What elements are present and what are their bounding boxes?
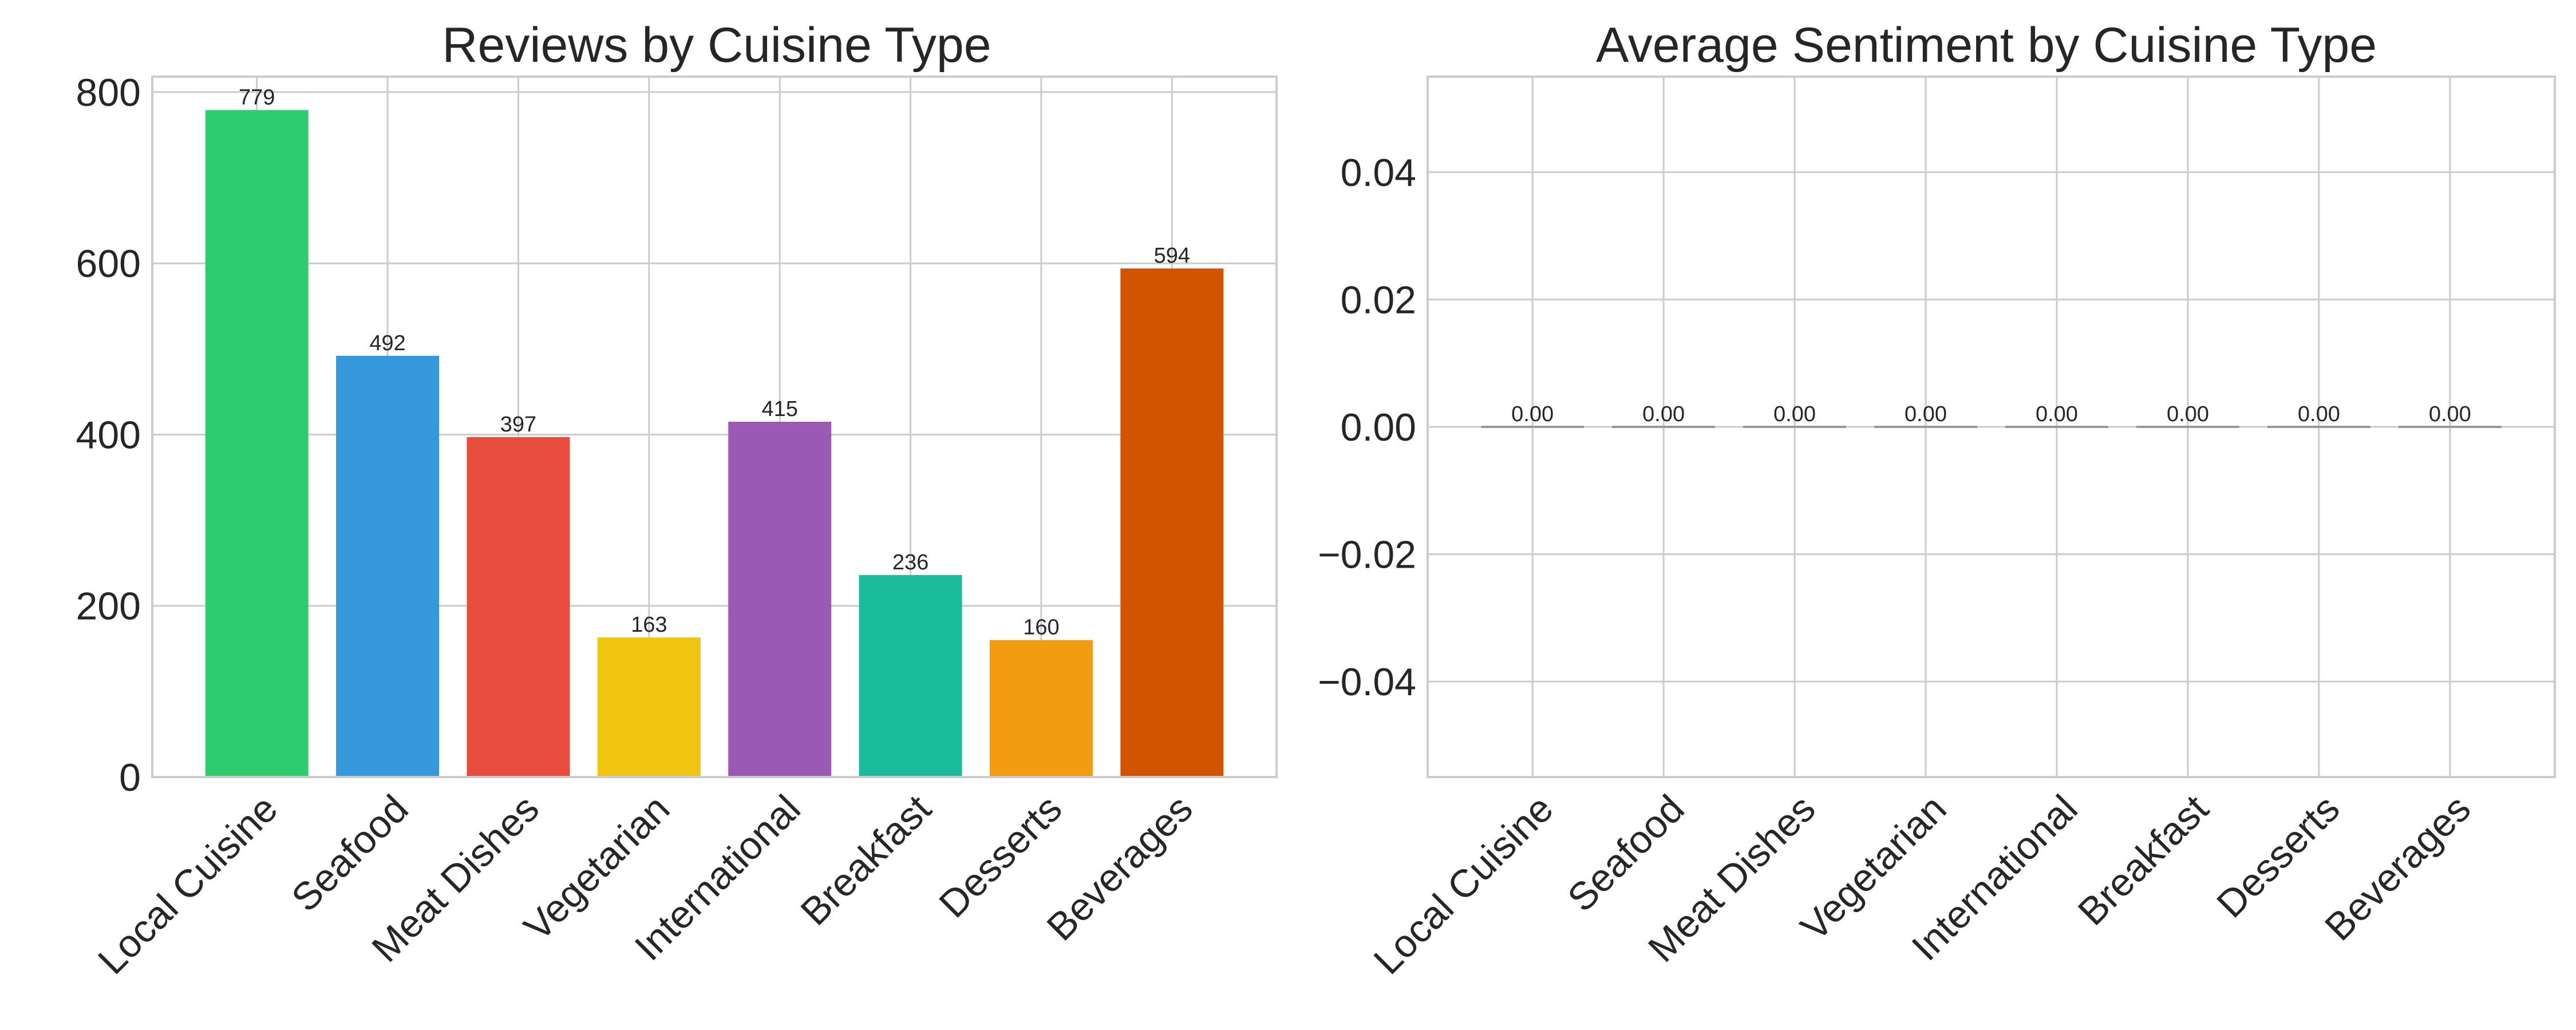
x-tick-label: Breakfast [792,787,939,934]
plot-frame [151,76,1278,778]
y-tick-label: 600 [76,242,141,286]
reviews-chart: Reviews by Cuisine Type 779 492 397 163 415 2… [76,18,1278,983]
y-tick-label: 800 [76,71,141,114]
y-tick-label: 0.02 [1341,278,1416,322]
y-tick-label: 0.04 [1341,151,1416,195]
data-label: 0.00 [1511,402,1554,426]
data-label: 415 [761,397,797,421]
y-tick-label: −0.04 [1318,660,1416,704]
bar [859,575,962,777]
y-tick-label: −0.02 [1318,533,1416,577]
data-label: 779 [239,85,275,109]
bar [336,355,440,777]
x-tick-label: Desserts [931,787,1070,926]
x-tick-label: Breakfast [2070,787,2217,934]
sentiment-chart: Average Sentiment by Cuisine Type 0.00 0.… [1318,18,2556,983]
plot-frame [1427,76,2556,778]
data-label: 163 [631,613,667,637]
data-label: 236 [892,550,929,575]
bar [597,637,701,777]
data-label: 0.00 [2167,402,2209,426]
data-label: 0.00 [2298,402,2340,426]
y-tick-label: 200 [76,585,141,628]
x-tick-label: Seafood [283,787,417,920]
data-label: 594 [1154,244,1190,268]
chart-title: Reviews by Cuisine Type [442,18,991,73]
data-label: 0.00 [2036,402,2078,426]
bar [467,437,570,777]
bar [1120,268,1224,778]
x-tick-label: Desserts [2208,787,2348,926]
data-label: 160 [1023,616,1059,640]
data-label: 0.00 [1773,402,1816,426]
data-label: 397 [500,413,536,437]
y-tick-label: 0 [119,756,141,799]
chart-title: Average Sentiment by Cuisine Type [1596,18,2377,73]
bar [728,422,832,777]
data-label: 0.00 [1905,402,1947,426]
x-tick-label: Local Cuisine [1365,787,1561,983]
x-tick-label: Local Cuisine [90,787,286,983]
y-tick-label: 0.00 [1341,406,1416,449]
x-tick-label: Seafood [1559,787,1693,920]
data-label: 0.00 [1642,402,1685,426]
bar [989,640,1093,777]
data-label: 492 [369,331,405,355]
data-label: 0.00 [2429,402,2471,426]
y-tick-label: 400 [76,413,141,457]
bar [205,110,309,778]
